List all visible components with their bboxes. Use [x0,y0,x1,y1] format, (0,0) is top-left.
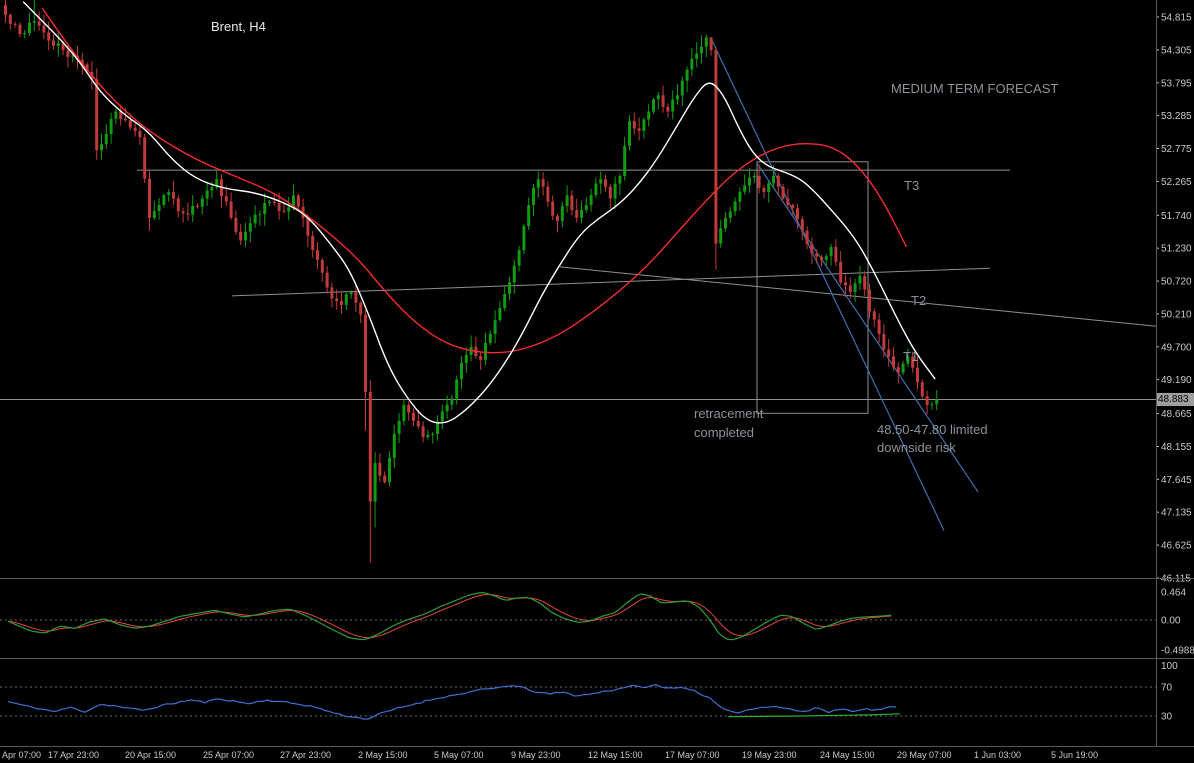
svg-text:1 Jun 03:00: 1 Jun 03:00 [974,750,1021,760]
downside-line1: 48.50-47.80 limited [877,422,988,437]
svg-text:51.230: 51.230 [1161,244,1192,255]
svg-text:47.645: 47.645 [1161,475,1192,486]
svg-text:20 Apr 15:00: 20 Apr 15:00 [125,750,176,760]
svg-text:54.305: 54.305 [1161,45,1192,56]
svg-text:12 May 15:00: 12 May 15:00 [588,750,643,760]
pane-separators [0,0,1194,747]
svg-text:70: 70 [1161,683,1173,694]
symbol-timeframe-label: Brent, H4 [211,19,266,34]
retracement-line2: completed [694,425,754,440]
svg-text:5 May 07:00: 5 May 07:00 [434,750,484,760]
svg-text:24 May 15:00: 24 May 15:00 [820,750,875,760]
downside-risk-annotation: 48.50-47.80 limited downside risk [877,421,988,457]
svg-text:19 May 23:00: 19 May 23:00 [742,750,797,760]
svg-text:53.285: 53.285 [1161,111,1192,122]
svg-text:46.625: 46.625 [1161,541,1192,552]
svg-text:5 Jun 19:00: 5 Jun 19:00 [1051,750,1098,760]
target-t1-label: T1 [903,349,919,364]
time-axis[interactable]: Apr 07:00 17 Apr 23:00 20 Apr 15:00 25 Apr … [2,750,1098,760]
svg-text:51.740: 51.740 [1161,211,1192,222]
svg-text:48.155: 48.155 [1161,442,1192,453]
main-price-pane[interactable] [0,0,1156,563]
svg-text:-0.4988: -0.4988 [1161,646,1194,657]
svg-text:29 May 07:00: 29 May 07:00 [897,750,952,760]
svg-text:27 Apr 23:00: 27 Apr 23:00 [280,750,331,760]
svg-text:50.210: 50.210 [1161,309,1192,320]
svg-text:30: 30 [1161,712,1173,723]
svg-text:17 Apr 23:00: 17 Apr 23:00 [48,750,99,760]
macd-indicator-pane[interactable] [0,591,1156,641]
svg-text:49.700: 49.700 [1161,342,1192,353]
price-axis[interactable]: 54.815 54.305 53.795 53.285 52.775 52.265 51.7… [1156,13,1194,723]
svg-text:47.135: 47.135 [1161,508,1192,519]
forecast-annotation: MEDIUM TERM FORECAST [891,81,1059,96]
svg-text:Apr 07:00: Apr 07:00 [2,750,41,760]
svg-text:2 May 15:00: 2 May 15:00 [358,750,408,760]
svg-text:0.464: 0.464 [1161,588,1186,599]
svg-text:49.190: 49.190 [1161,375,1192,386]
downside-line2: downside risk [877,440,956,455]
svg-text:48.665: 48.665 [1161,409,1192,420]
svg-text:54.815: 54.815 [1161,13,1192,24]
current-price-badge: 48.883 [1157,393,1194,406]
retracement-annotation: retracement completed [694,404,763,442]
target-t3-label: T3 [904,178,920,193]
svg-text:52.265: 52.265 [1161,177,1192,188]
svg-text:52.775: 52.775 [1161,144,1192,155]
svg-text:50.720: 50.720 [1161,277,1192,288]
svg-text:100: 100 [1161,661,1178,672]
retracement-line1: retracement [694,406,764,421]
svg-text:53.795: 53.795 [1161,78,1192,89]
rsi-indicator-pane[interactable] [0,684,1156,720]
svg-text:9 May 23:00: 9 May 23:00 [511,750,561,760]
svg-text:25 Apr 07:00: 25 Apr 07:00 [203,750,254,760]
target-t2-label: T2 [911,293,927,308]
svg-text:17 May 07:00: 17 May 07:00 [665,750,720,760]
svg-text:0.00: 0.00 [1161,616,1181,627]
